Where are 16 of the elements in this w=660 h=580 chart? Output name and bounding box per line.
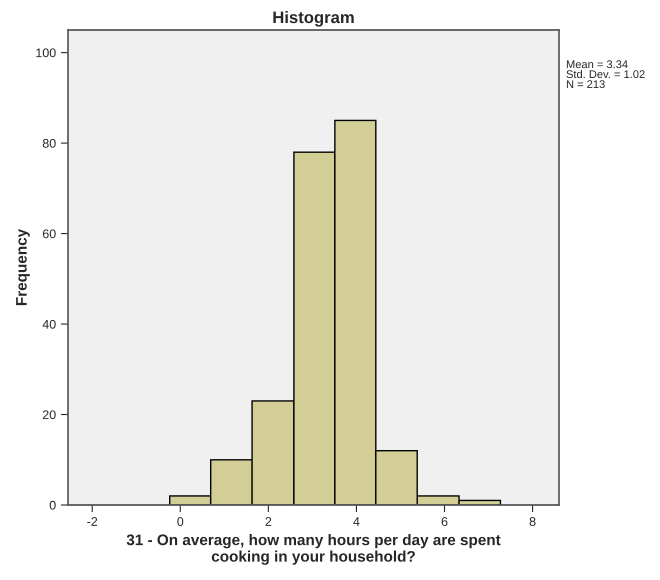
x-tick-label: 0 xyxy=(177,517,184,526)
y-tick-label: 0 xyxy=(50,500,56,510)
y-axis-title: Frequency xyxy=(16,228,30,306)
y-tick-label: 80 xyxy=(42,138,56,148)
y-tick-label: 60 xyxy=(42,229,56,238)
x-tick-label: 2 xyxy=(266,517,272,526)
y-tick-label: 100 xyxy=(36,48,56,58)
x-tick-label: 4 xyxy=(353,517,360,526)
x-tick-label: 6 xyxy=(442,517,448,526)
text: Mean = 3.34 Std. Dev. = 1.02 N = 213 xyxy=(566,60,645,88)
chart-title: Histogram xyxy=(273,10,354,27)
x-tick-label: 8 xyxy=(530,517,536,526)
y-tick-label: 20 xyxy=(42,410,56,420)
x-tick-label: -2 xyxy=(87,517,98,526)
y-tick-label: 40 xyxy=(42,320,56,329)
x-axis-title: 31 - On average, how many hours per day are spent cooking in your household? xyxy=(126,534,501,565)
